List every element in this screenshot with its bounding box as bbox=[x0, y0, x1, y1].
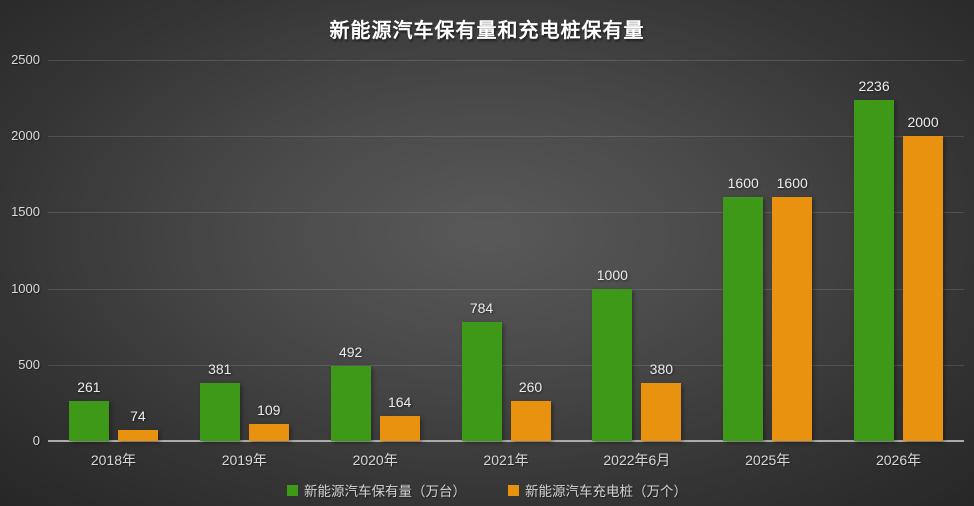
x-axis-category-label: 2018年 bbox=[90, 452, 136, 468]
vehicle-bar bbox=[461, 321, 502, 441]
x-axis-category-label: 2020年 bbox=[352, 452, 398, 468]
x-axis-category-label: 2022年6月 bbox=[603, 452, 671, 468]
gridline-500 bbox=[48, 364, 964, 366]
bar-value-label: 2000 bbox=[907, 114, 939, 131]
y-axis-tick-label: 2000 bbox=[11, 128, 40, 144]
charger-bar bbox=[641, 383, 682, 441]
legend-item-vehicles: 新能源汽车保有量（万台） bbox=[287, 480, 466, 500]
legend: 新能源汽车保有量（万台） 新能源汽车充电桩（万个） bbox=[0, 480, 974, 500]
gridline-2000 bbox=[48, 136, 964, 138]
x-axis-line bbox=[48, 440, 964, 442]
bar-value-label: 1000 bbox=[596, 266, 628, 283]
bar-value-label: 381 bbox=[208, 360, 232, 377]
bar-value-label: 164 bbox=[387, 394, 412, 410]
charger-bar bbox=[903, 136, 944, 441]
vehicle-bar bbox=[854, 100, 895, 441]
bar-value-label: 1600 bbox=[727, 175, 759, 192]
charger-bar bbox=[510, 401, 551, 441]
bar-value-label: 492 bbox=[338, 344, 363, 361]
y-axis-tick-label: 1500 bbox=[11, 204, 40, 220]
x-axis-category-label: 2019年 bbox=[221, 452, 267, 468]
bar-value-label: 784 bbox=[469, 299, 494, 316]
bar-value-label: 109 bbox=[257, 402, 281, 419]
y-axis-tick-label: 2500 bbox=[11, 52, 40, 67]
bar-value-label: 261 bbox=[77, 379, 101, 396]
vehicle-series-swatch-icon bbox=[287, 484, 298, 496]
gridline-2500 bbox=[48, 60, 964, 61]
legend-label-vehicles: 新能源汽车保有量（万台） bbox=[304, 484, 466, 499]
y-axis-tick-label: 1000 bbox=[11, 280, 40, 296]
vehicle-bar bbox=[723, 197, 764, 441]
y-axis-tick-label: 0 bbox=[32, 433, 40, 448]
x-axis-category-label: 2021年 bbox=[483, 452, 529, 468]
vehicle-bar bbox=[199, 382, 240, 441]
vehicle-bar bbox=[592, 288, 633, 441]
bar-value-label: 380 bbox=[649, 361, 674, 378]
gridline-1000 bbox=[48, 288, 964, 290]
legend-item-chargers: 新能源汽车充电桩（万个） bbox=[508, 480, 687, 500]
gridline-1500 bbox=[48, 212, 964, 214]
bar-value-label: 1600 bbox=[776, 175, 808, 192]
y-axis-tick-label: 500 bbox=[18, 356, 40, 372]
vehicle-bar bbox=[68, 401, 109, 441]
charger-bar bbox=[379, 416, 420, 441]
vehicle-bar bbox=[330, 366, 371, 441]
bar-value-label: 2236 bbox=[858, 78, 890, 95]
bar-value-label: 74 bbox=[130, 407, 146, 424]
x-axis-category-label: 2026年 bbox=[875, 452, 922, 468]
bar-value-label: 260 bbox=[518, 379, 543, 396]
charger-bar bbox=[772, 197, 813, 441]
x-axis-category-label: 2025年 bbox=[745, 452, 791, 468]
charger-bar bbox=[248, 424, 289, 441]
legend-label-chargers: 新能源汽车充电桩（万个） bbox=[525, 484, 687, 499]
charger-bar bbox=[117, 429, 158, 441]
chart-title: 新能源汽车保有量和充电桩保有量 bbox=[329, 20, 645, 42]
charger-series-swatch-icon bbox=[508, 484, 519, 496]
